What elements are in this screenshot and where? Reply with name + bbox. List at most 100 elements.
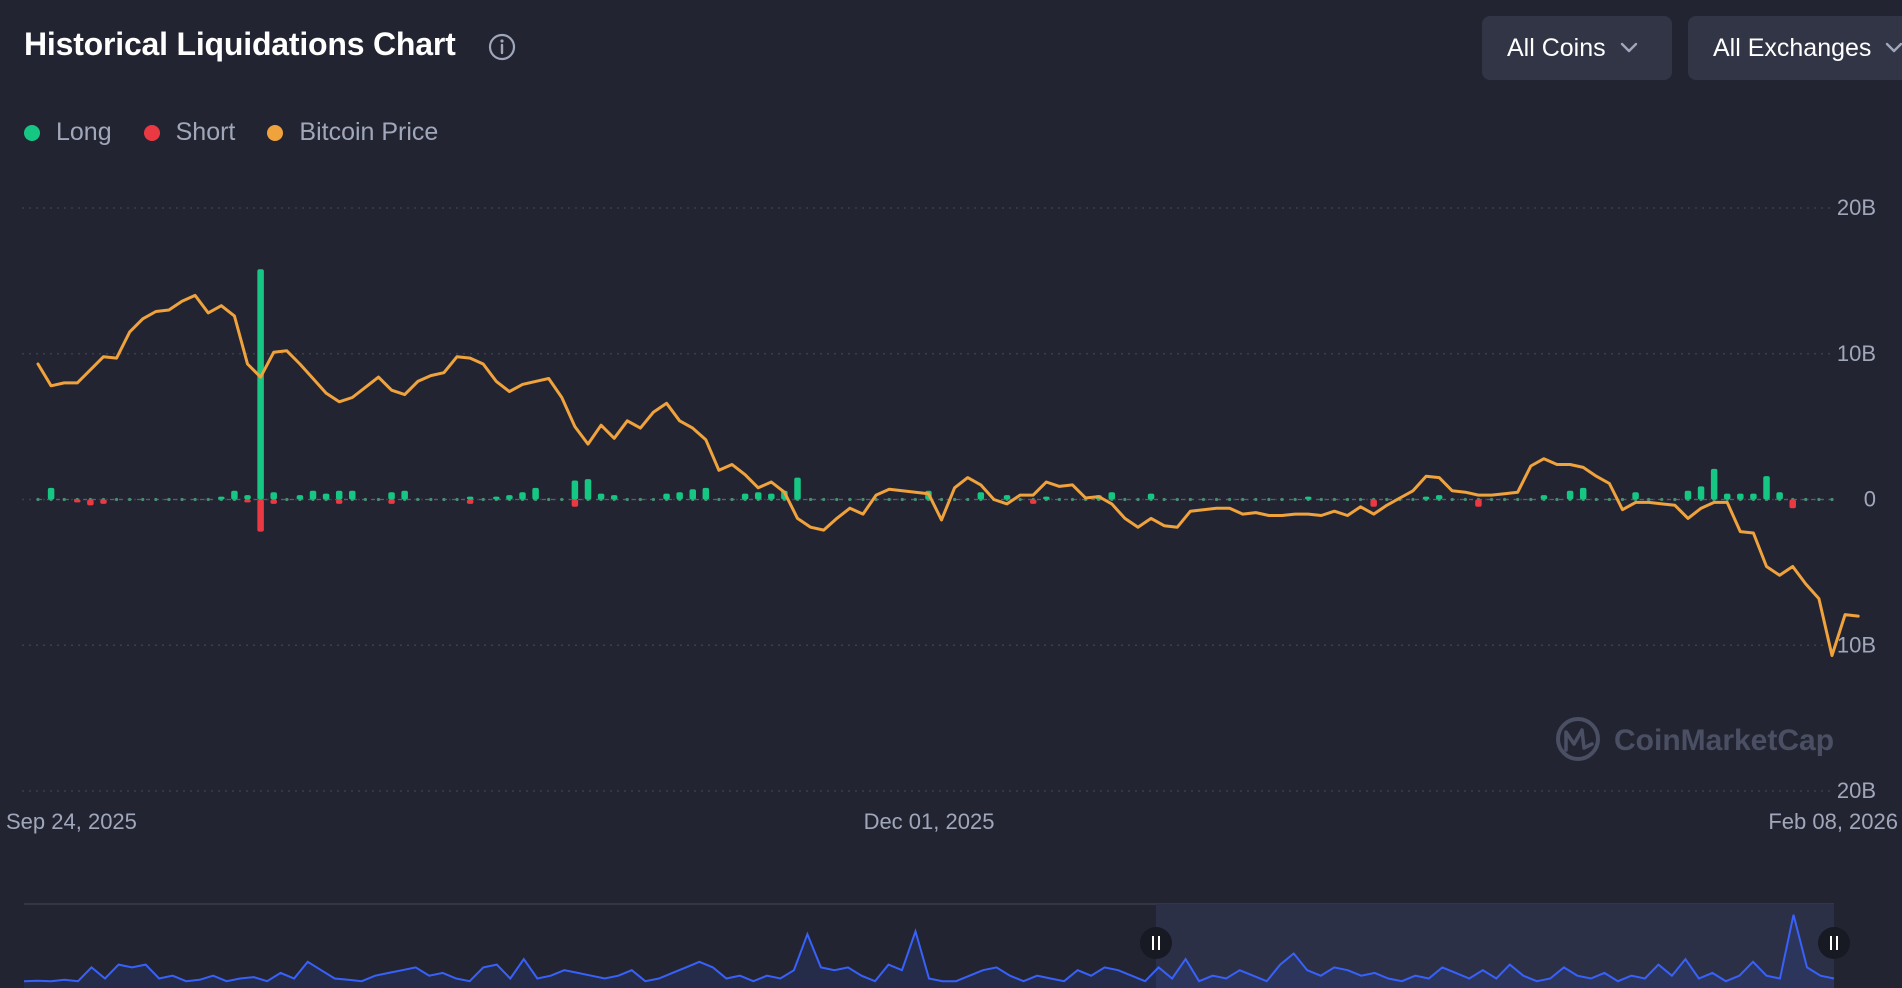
long-bar[interactable] — [1003, 495, 1011, 500]
long-bar[interactable] — [741, 493, 749, 500]
zero-dot — [1280, 497, 1284, 502]
legend-item-long[interactable]: Long — [24, 118, 112, 147]
zero-dot — [481, 497, 485, 502]
long-bar[interactable] — [1632, 492, 1639, 500]
long-bar[interactable] — [532, 487, 539, 500]
zero-dot — [913, 497, 917, 502]
long-bar[interactable] — [676, 492, 683, 500]
chart-legend: Long Short Bitcoin Price — [24, 118, 470, 147]
long-bar[interactable] — [702, 487, 710, 500]
zero-dot — [114, 497, 119, 502]
long-bar[interactable] — [1566, 490, 1574, 500]
bitcoin-price-line[interactable] — [36, 293, 1860, 657]
short-bar[interactable] — [270, 499, 277, 504]
zero-dot — [416, 497, 420, 502]
navigator-selection[interactable] — [1156, 904, 1834, 988]
long-bar[interactable] — [977, 492, 985, 500]
zero-dot — [1358, 497, 1363, 502]
long-bar[interactable] — [1684, 490, 1692, 500]
short-bar[interactable] — [466, 499, 474, 504]
long-bar[interactable] — [47, 487, 55, 500]
long-bar[interactable] — [597, 493, 605, 500]
long-bar[interactable] — [466, 496, 474, 500]
long-bar[interactable] — [309, 490, 317, 500]
short-bar[interactable] — [1370, 499, 1377, 507]
long-bar[interactable] — [231, 490, 238, 500]
navigator-left-handle[interactable] — [1140, 927, 1172, 959]
long-bar[interactable] — [244, 495, 251, 500]
long-bar[interactable] — [1710, 468, 1718, 500]
zero-dot — [363, 497, 367, 502]
liquidation-bars — [36, 269, 1834, 532]
navigator-right-handle[interactable] — [1818, 927, 1850, 959]
long-bar[interactable] — [218, 496, 225, 500]
short-bar[interactable] — [1789, 499, 1796, 509]
long-bar[interactable] — [1750, 493, 1757, 500]
zero-dot — [1188, 497, 1192, 502]
long-bar[interactable] — [1579, 487, 1587, 500]
long-bar[interactable] — [1763, 476, 1770, 500]
long-bar[interactable] — [401, 490, 408, 500]
long-bar[interactable] — [1435, 495, 1443, 500]
long-bar[interactable] — [1723, 493, 1731, 500]
short-bar[interactable] — [74, 499, 81, 503]
zero-dot — [1254, 497, 1258, 502]
legend-item-short[interactable]: Short — [143, 118, 236, 147]
zero-dot — [1660, 497, 1664, 502]
short-bar[interactable] — [1029, 499, 1037, 504]
long-bar[interactable] — [506, 495, 513, 500]
long-bar[interactable] — [1776, 492, 1783, 500]
short-bar[interactable] — [87, 499, 94, 506]
coinmarketcap-watermark: CoinMarketCap — [1556, 717, 1834, 761]
zero-dot — [1385, 497, 1389, 502]
long-bar[interactable] — [1737, 493, 1744, 500]
short-bar[interactable] — [388, 499, 395, 504]
legend-dot-short — [143, 124, 160, 141]
zero-dot — [1123, 497, 1127, 502]
long-bar[interactable] — [663, 493, 670, 500]
legend-item-price[interactable]: Bitcoin Price — [267, 118, 438, 147]
y-tick-label: 20B — [1837, 778, 1876, 803]
long-bar[interactable] — [270, 492, 277, 500]
long-bar[interactable] — [689, 489, 696, 500]
long-bar[interactable] — [296, 495, 304, 500]
long-bar[interactable] — [1043, 496, 1050, 500]
long-bar[interactable] — [519, 492, 526, 500]
long-bar[interactable] — [493, 496, 500, 500]
long-bar[interactable] — [754, 492, 762, 500]
navigator-area — [24, 914, 1834, 988]
legend-label-short: Short — [175, 118, 236, 146]
long-bar[interactable] — [1304, 496, 1312, 500]
long-bar[interactable] — [610, 495, 618, 500]
short-bar[interactable] — [244, 499, 251, 503]
long-bar[interactable] — [349, 490, 356, 500]
long-bar[interactable] — [335, 490, 343, 500]
zero-dot — [1817, 497, 1821, 502]
long-bar[interactable] — [1697, 486, 1705, 500]
range-navigator[interactable] — [23, 903, 1850, 988]
long-bar[interactable] — [768, 493, 775, 500]
long-bar[interactable] — [794, 477, 801, 500]
navigator-line — [23, 914, 1835, 983]
info-icon[interactable] — [488, 33, 516, 61]
exchanges-dropdown[interactable]: All Exchanges — [1688, 16, 1902, 80]
short-bar[interactable] — [100, 499, 107, 504]
long-bar[interactable] — [1540, 495, 1548, 500]
coins-dropdown[interactable]: All Coins — [1482, 16, 1672, 80]
zero-dot — [1070, 497, 1075, 502]
long-bar[interactable] — [388, 492, 395, 500]
x-tick-label: Feb 08, 2026 — [1768, 809, 1898, 834]
short-bar[interactable] — [257, 499, 264, 532]
long-bar[interactable] — [584, 479, 592, 500]
short-bar[interactable] — [335, 499, 343, 504]
zero-dot — [1175, 497, 1179, 502]
short-bar[interactable] — [571, 499, 579, 507]
long-bar[interactable] — [257, 269, 264, 500]
long-bar[interactable] — [322, 493, 330, 500]
long-bar[interactable] — [1147, 493, 1155, 500]
long-bar[interactable] — [1108, 492, 1116, 500]
short-bar[interactable] — [1475, 499, 1482, 507]
long-bar[interactable] — [571, 480, 579, 500]
long-bar[interactable] — [1422, 496, 1430, 500]
zero-dot — [547, 497, 551, 502]
